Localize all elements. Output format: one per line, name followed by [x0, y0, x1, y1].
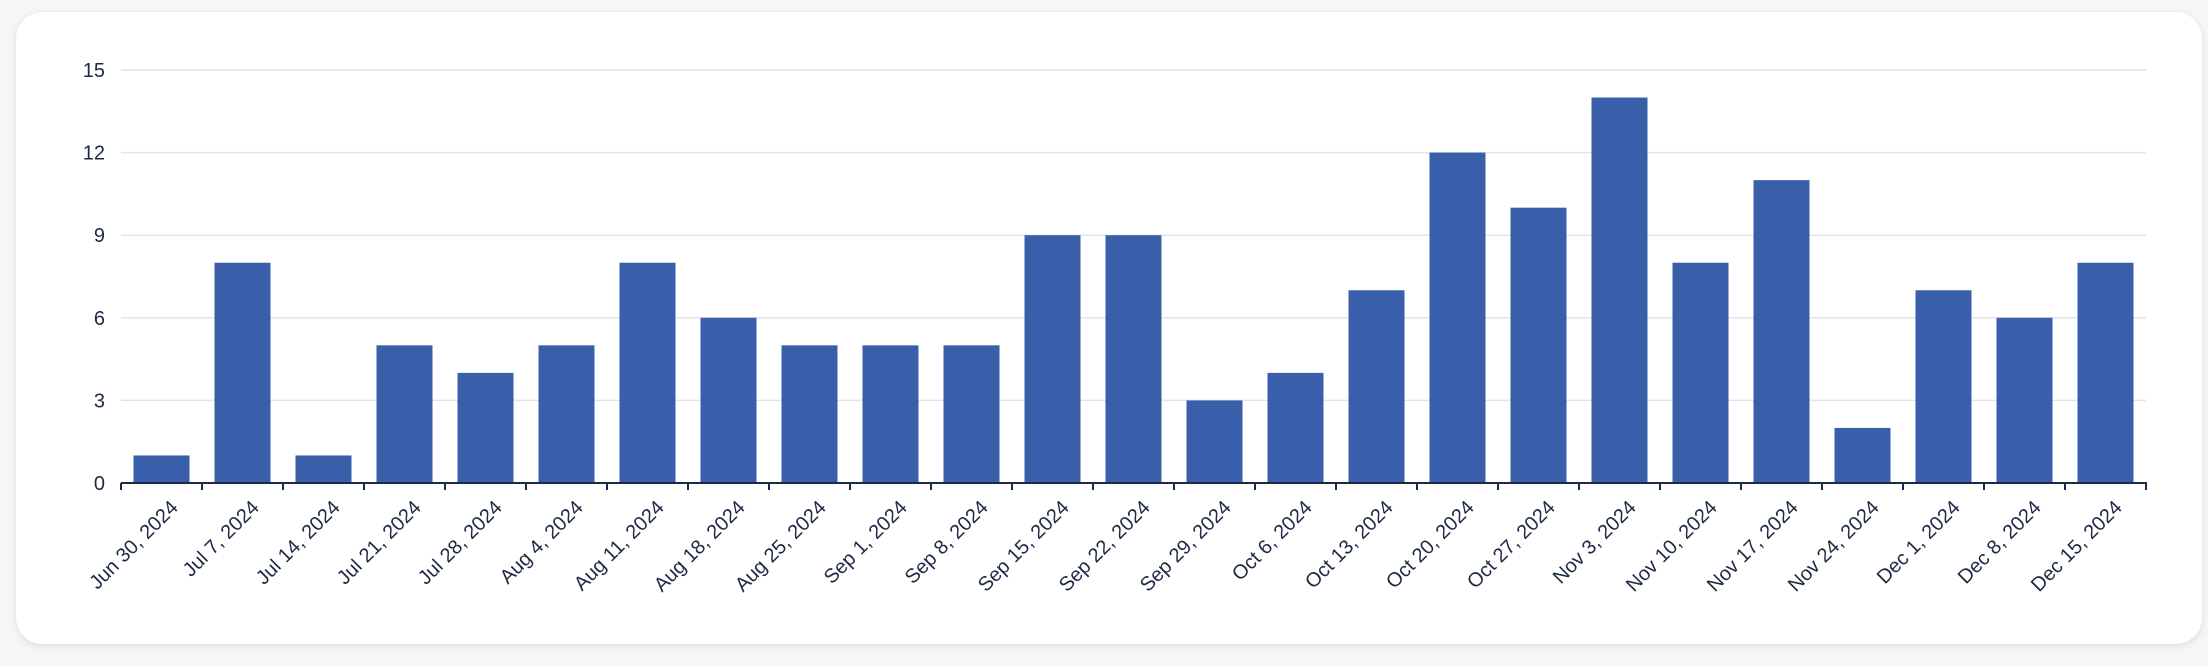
y-tick-label: 0 — [94, 473, 105, 495]
x-tick-label: Jun 30, 2024 — [85, 497, 182, 594]
bar — [2077, 262, 2134, 483]
bar — [133, 455, 190, 483]
x-tick-label: Oct 27, 2024 — [1463, 497, 1560, 594]
x-axis — [120, 482, 2147, 490]
y-axis-ticks: 0 3 6 9 12 15 — [83, 60, 105, 495]
x-tick-label: Dec 1, 2024 — [1873, 497, 1965, 589]
y-tick-label: 3 — [94, 390, 105, 412]
bar — [538, 345, 595, 483]
x-tick-label: Jul 21, 2024 — [333, 497, 426, 590]
bar — [1105, 235, 1162, 483]
y-tick-label: 6 — [94, 308, 105, 330]
x-tick-label: Jul 7, 2024 — [179, 497, 264, 582]
bar — [943, 345, 1000, 483]
bar — [1348, 290, 1405, 483]
bar — [457, 372, 514, 483]
bar — [1834, 427, 1891, 483]
bar — [1267, 372, 1324, 483]
x-tick-label: Jul 28, 2024 — [414, 497, 507, 590]
bar — [1024, 235, 1081, 483]
bar — [1591, 97, 1648, 484]
bar — [862, 345, 919, 483]
bars — [133, 97, 2134, 484]
x-tick-label: Sep 1, 2024 — [820, 497, 912, 589]
bar — [1753, 180, 1810, 483]
bar — [1429, 152, 1486, 483]
x-tick-label: Oct 6, 2024 — [1228, 497, 1317, 586]
bar — [214, 262, 271, 483]
y-tick-label: 12 — [83, 143, 105, 165]
y-tick-label: 9 — [94, 225, 105, 247]
bar — [1510, 207, 1567, 483]
bar — [781, 345, 838, 483]
bar — [619, 262, 676, 483]
y-tick-label: 15 — [83, 60, 105, 82]
bar — [1996, 317, 2053, 483]
bar — [700, 317, 757, 483]
bar — [1915, 290, 1972, 483]
bar — [376, 345, 433, 483]
bar — [295, 455, 352, 483]
x-tick-label: Jul 14, 2024 — [252, 497, 345, 590]
bar — [1186, 400, 1243, 483]
bar — [1672, 262, 1729, 483]
